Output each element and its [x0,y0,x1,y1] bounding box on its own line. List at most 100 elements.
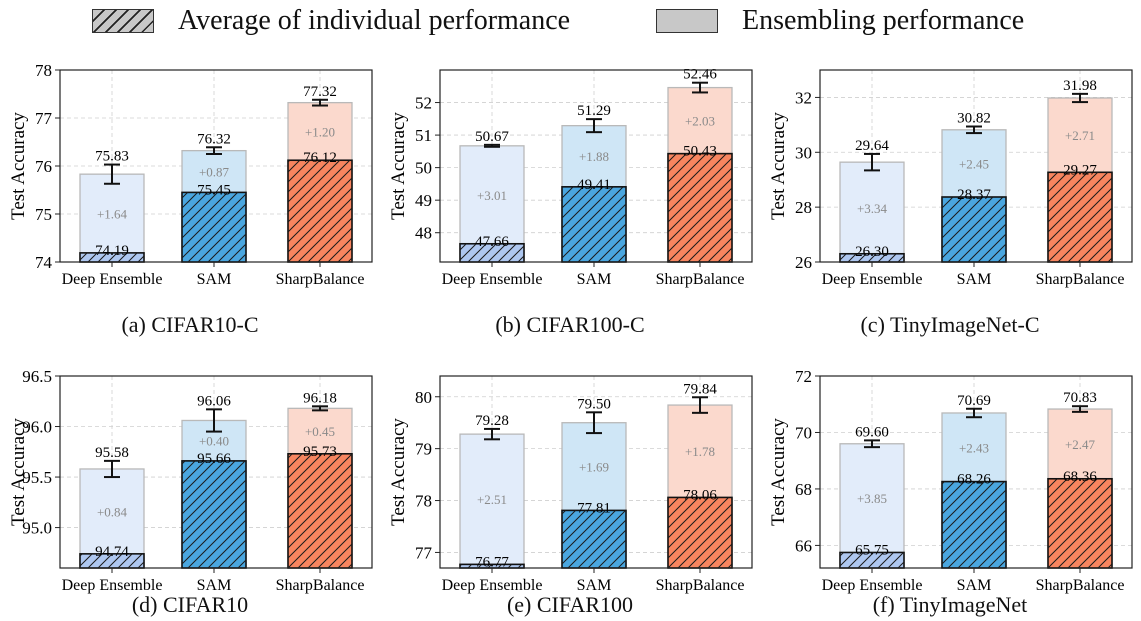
individual-bar-hatch [80,252,144,262]
individual-value-label: 28.37 [957,187,991,203]
ensemble-value-label: 30.82 [957,111,991,127]
ensemble-value-label: 52.46 [683,67,717,83]
gain-label: +3.34 [857,201,888,216]
ensemble-value-label: 50.67 [475,129,509,145]
individual-value-label: 74.19 [95,243,129,259]
individual-value-label: 65.75 [855,542,889,558]
x-tick-label: SAM [197,577,232,594]
x-tick-label: SharpBalance [276,271,365,288]
ensemble-value-label: 75.83 [95,149,129,165]
y-axis-label: Test Accuracy [388,418,409,526]
y-tick-label: 74 [35,253,53,272]
caption-tinyimagenet: (f) TinyImageNet [872,592,1028,617]
x-tick-label: SAM [957,271,992,288]
y-tick-label: 96.0 [22,418,52,437]
gain-label: +2.71 [1065,128,1095,143]
gain-label: +0.45 [305,424,335,439]
y-tick-label: 52 [415,94,432,113]
gain-label: +1.20 [305,124,335,139]
chart-svg: 77 78 79 80 79.28 76.77 +2.51 Deep Ensemble 79.5… [388,375,753,594]
y-axis-label: Test Accuracy [768,112,789,220]
x-tick-label: Deep Ensemble [62,271,163,288]
x-tick-label: Deep Ensemble [822,577,923,594]
individual-bar-hatch [1048,478,1112,568]
legend: Average of individual performance Ensemb… [0,0,1141,44]
chart-svg: 26 28 30 32 29.64 26.30 +3.34 Deep Ensemble 30.8… [768,69,1133,288]
legend-item-ensemble: Ensembling performance [656,5,1024,36]
ensemble-value-label: 95.58 [95,445,129,461]
y-tick-label: 78 [35,61,52,80]
caption-cifar10-c: (a) CIFAR10-C [121,312,259,337]
individual-bar-hatch [288,160,352,262]
caption-cifar10: (d) CIFAR10 [131,592,249,617]
y-axis-label: Test Accuracy [8,418,29,526]
ensemble-value-label: 79.50 [577,396,611,412]
individual-value-label: 26.30 [855,244,889,260]
solid-swatch-icon [656,9,718,33]
gain-label: +1.78 [685,444,715,459]
individual-bar-hatch [668,153,732,262]
x-tick-label: SAM [577,271,612,288]
individual-bar-hatch [288,453,352,568]
y-tick-label: 66 [795,536,812,555]
y-tick-label: 77 [415,543,433,562]
ensemble-value-label: 29.64 [855,138,889,154]
y-tick-label: 77 [35,109,53,128]
individual-value-label: 29.27 [1063,162,1097,178]
chart-panel-tinyimagenet-c: 26 28 30 32 29.64 26.30 +3.34 Deep Ensemble 30.8… [760,50,1140,308]
ensemble-value-label: 70.69 [957,393,991,409]
ensemble-value-label: 79.84 [683,381,717,397]
y-tick-label: 72 [795,367,812,386]
plot-frame [59,69,373,263]
chart-svg: 74 75 76 77 78 75.83 74.19 +1.64 Deep Ensemble 76… [8,61,373,288]
ensemble-bar [79,468,145,569]
ensemble-bar [459,433,525,569]
y-tick-label: 75 [35,205,52,224]
y-tick-label: 49 [415,191,432,210]
x-tick-label: SharpBalance [656,577,745,594]
plot-frame [819,375,1133,569]
individual-value-label: 49.41 [577,177,611,193]
individual-value-label: 78.06 [683,487,717,503]
ensemble-bar [839,443,905,569]
legend-label-individual: Average of individual performance [178,5,571,36]
y-tick-label: 96.5 [22,367,52,386]
y-axis-label: Test Accuracy [8,112,29,220]
individual-value-label: 77.81 [577,500,611,516]
y-tick-label: 50 [415,159,432,178]
y-tick-label: 79 [415,440,432,459]
caption-tinyimagenet-c: (c) TinyImageNet-C [860,312,1040,337]
y-tick-label: 80 [415,388,432,407]
plot-frame [439,69,753,263]
ensemble-value-label: 96.06 [197,393,231,409]
chart-panel-cifar100: 77 78 79 80 79.28 76.77 +2.51 Deep Ensemble 79.5… [380,356,760,614]
hatched-swatch-icon [92,9,154,33]
individual-value-label: 68.36 [1063,469,1097,485]
ensemble-value-label: 31.98 [1063,78,1097,94]
gain-label: +2.51 [477,492,507,507]
individual-bar-hatch [460,564,524,568]
y-tick-label: 51 [415,126,432,145]
y-tick-label: 32 [795,88,812,107]
individual-value-label: 75.45 [197,182,231,198]
individual-bar-hatch [80,553,144,568]
chart-svg: 48 49 50 51 52 50.67 47.66 +3.01 Deep Ensemble 51… [388,67,753,288]
chart-panel-cifar10: 95.0 95.5 96.0 96.5 95.58 94.74 +0.84 Deep Ense… [0,356,380,614]
y-tick-label: 48 [415,224,432,243]
gain-label: +2.43 [959,440,989,455]
individual-bar-hatch [942,196,1006,262]
x-tick-label: Deep Ensemble [62,577,163,594]
individual-value-label: 95.66 [197,451,231,467]
y-tick-label: 95.5 [22,468,52,487]
ensemble-value-label: 70.83 [1063,390,1097,406]
individual-bar-hatch [668,497,732,568]
ensemble-bar [459,145,525,263]
gain-label: +3.01 [477,188,507,203]
x-tick-label: Deep Ensemble [442,271,543,288]
plot-frame [59,375,373,569]
individual-bar-hatch [1048,172,1112,262]
gain-label: +1.69 [579,460,609,475]
gain-label: +2.03 [685,114,715,129]
y-tick-label: 70 [795,423,812,442]
individual-bar-hatch [182,192,246,262]
